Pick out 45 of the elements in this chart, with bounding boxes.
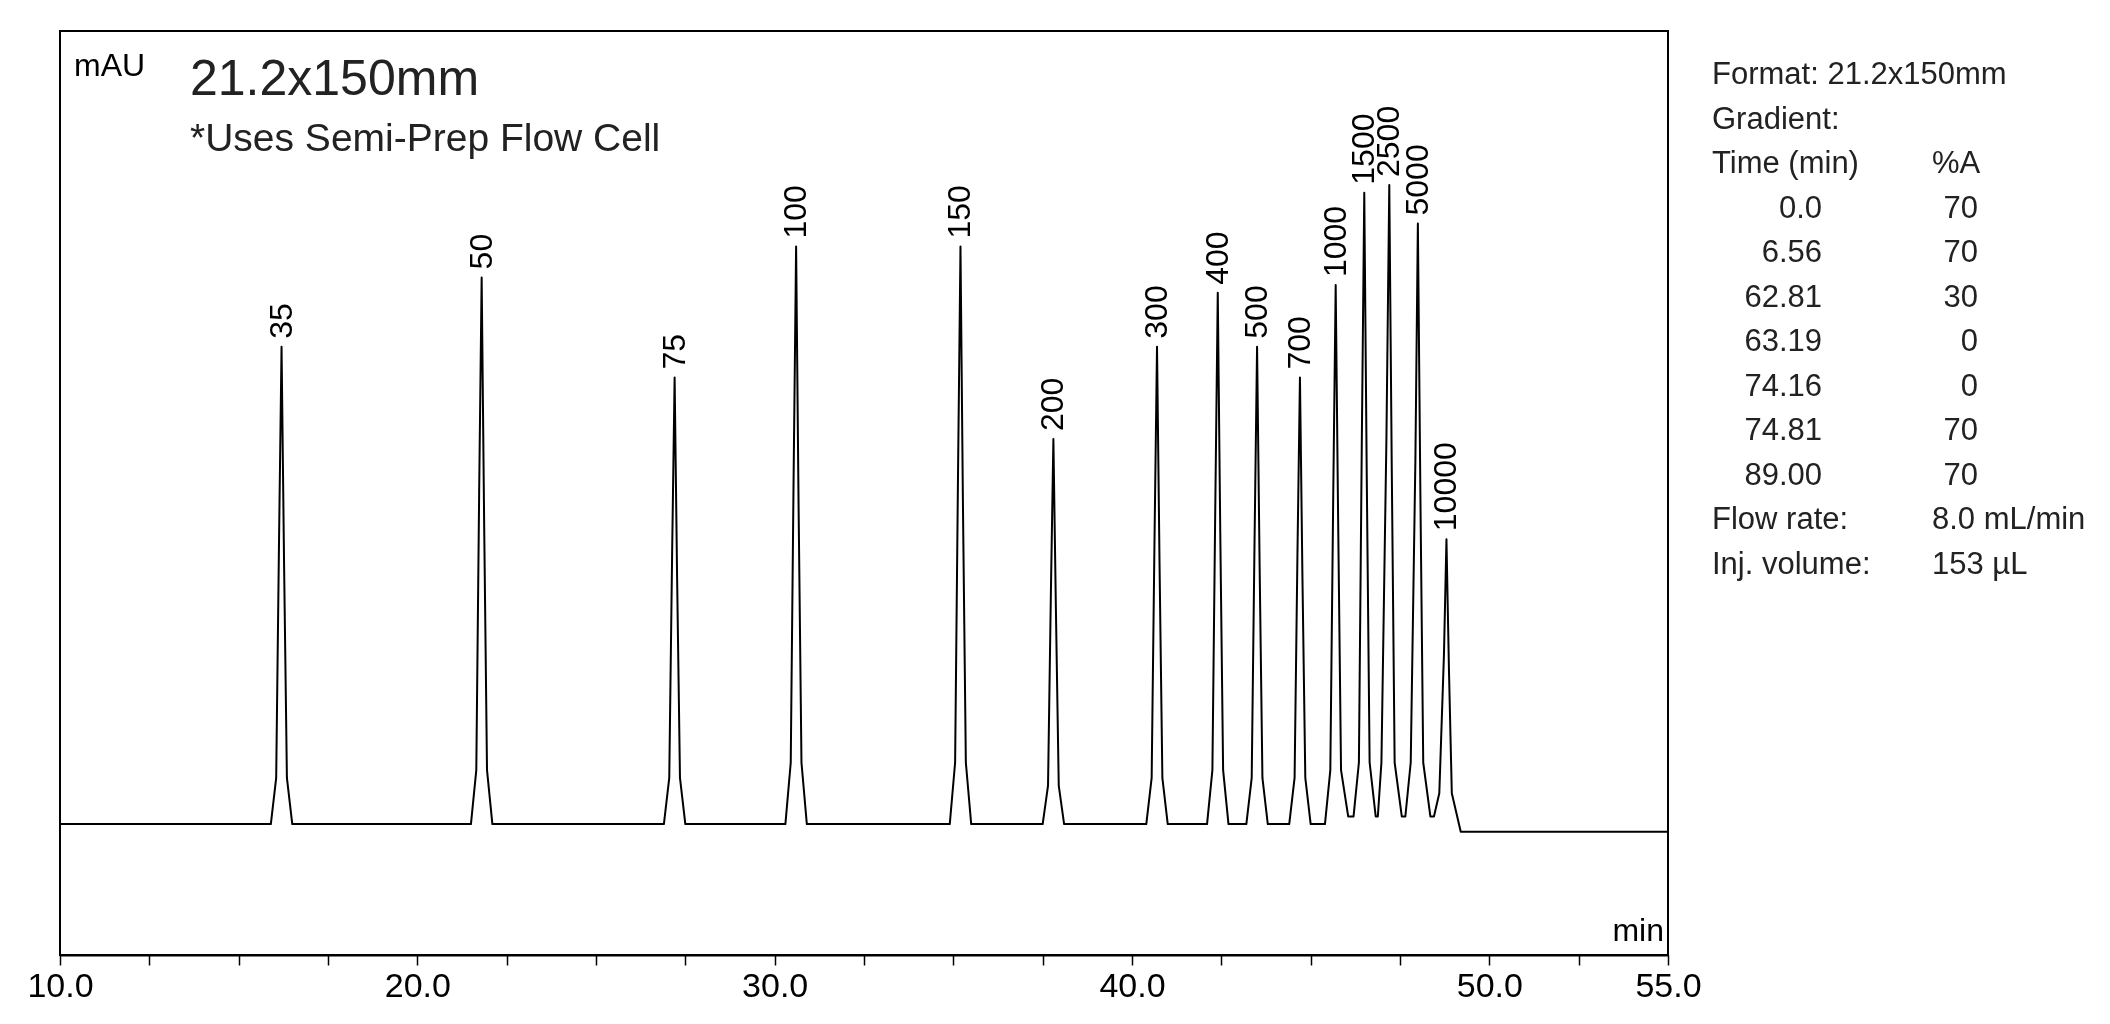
chart-subtitle: *Uses Semi-Prep Flow Cell — [190, 116, 661, 159]
text: Inj. volume: — [1712, 544, 1871, 583]
annotation: 50 — [462, 233, 499, 270]
text: 70 — [1942, 411, 1978, 449]
x-tick-label: 20.0 — [384, 965, 451, 1004]
x-axis-title: min — [1612, 912, 1664, 948]
annotation: 150 — [941, 185, 978, 239]
text: 70 — [1942, 188, 1978, 227]
text: 30 — [1942, 277, 1978, 316]
text: 0 — [1959, 322, 1978, 360]
text: Time (min) — [1712, 144, 1859, 182]
annotation: 200 — [1034, 377, 1071, 432]
text: 6.56 — [1760, 233, 1822, 271]
text: 0.0 — [1777, 188, 1822, 227]
annotation: 35 — [262, 303, 299, 339]
text: Flow rate: — [1712, 500, 1849, 538]
x-tick-label: 30.0 — [742, 965, 809, 1004]
annotation: 500 — [1238, 285, 1275, 339]
chart-title: 21.2x150mm — [190, 50, 480, 106]
text: 62.81 — [1743, 277, 1822, 316]
annotation: 1000 — [1316, 205, 1353, 278]
text: 8.0 mL/min — [1932, 500, 2086, 538]
annotation: 10000 — [1427, 442, 1464, 532]
x-tick-label: 40.0 — [1099, 965, 1166, 1004]
annotation: 300 — [1138, 285, 1175, 339]
annotation: 75 — [655, 333, 692, 370]
text: 89.00 — [1743, 455, 1822, 494]
text: Gradient: — [1712, 99, 1840, 138]
text: 153 µL — [1932, 544, 2028, 583]
annotation: 400 — [1198, 231, 1235, 285]
text: 74.16 — [1743, 366, 1822, 405]
x-tick-label: 10.0 — [27, 965, 94, 1004]
annotation: 100 — [777, 185, 814, 239]
annotation: 5000 — [1398, 144, 1435, 216]
text: Format: 21.2x150mm — [1712, 55, 2007, 93]
annotation: 700 — [1280, 316, 1317, 370]
text: 0 — [1959, 366, 1978, 405]
text: 74.81 — [1743, 411, 1822, 449]
text: 70 — [1942, 455, 1978, 494]
x-tick-label: 50.0 — [1456, 965, 1523, 1004]
y-axis-title: mAU — [74, 47, 146, 83]
text: 70 — [1942, 233, 1978, 271]
text: %A — [1932, 144, 1981, 182]
text: 63.19 — [1743, 322, 1822, 360]
x-tick-label: 55.0 — [1635, 965, 1702, 1004]
